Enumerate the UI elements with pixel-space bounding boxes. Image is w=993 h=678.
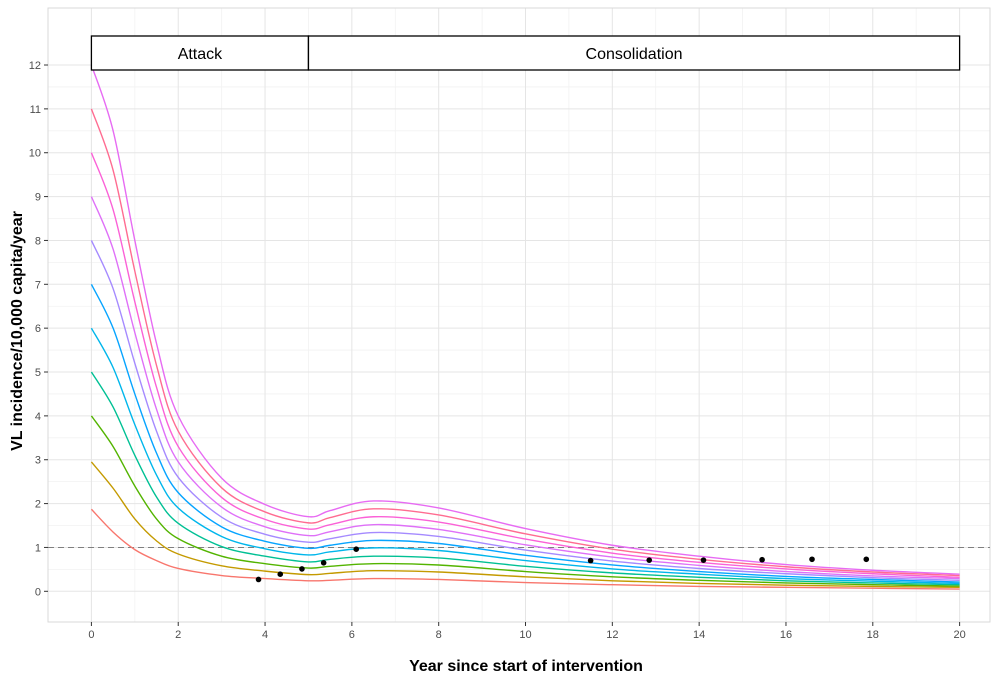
elimination-point-3	[299, 566, 305, 572]
y-tick-label: 8	[35, 235, 41, 247]
y-tick-label: 3	[35, 455, 41, 467]
y-tick-label: 5	[35, 367, 41, 379]
phase-box-attack	[90, 35, 310, 71]
y-tick-label: 0	[35, 586, 41, 598]
series-line-3	[90, 415, 960, 587]
x-tick-label: 2	[175, 629, 181, 641]
y-tick-label: 11	[30, 104, 41, 116]
phase-bar: Attack Consolidation	[90, 35, 961, 71]
x-tick-label: 0	[88, 629, 94, 641]
y-tick-label: 10	[29, 148, 41, 160]
x-tick-label: 10	[519, 629, 531, 641]
elimination-point-1	[255, 576, 262, 583]
series-line-7	[90, 240, 960, 582]
series-line-8	[90, 196, 960, 580]
series-line-1	[90, 508, 960, 590]
series-line-6	[90, 283, 960, 583]
y-axis-title: VL incidence/10,000 capita/year	[9, 211, 26, 451]
elimination-point-9	[759, 556, 765, 563]
x-tick-label: 8	[436, 629, 442, 641]
elimination-point-11	[863, 556, 870, 563]
series-line-2	[90, 461, 960, 589]
phase-box-consolidation	[307, 35, 961, 71]
y-tick-label: 4	[35, 411, 41, 423]
series-layer	[90, 64, 960, 590]
x-tick-label: 4	[262, 629, 268, 641]
x-axis-ticks: 0 2 4 6 8 10 12 14 16 18 20	[88, 622, 966, 641]
x-tick-label: 12	[606, 629, 618, 641]
phase-label-consolidation: Consolidation	[586, 46, 683, 63]
phase-label-attack: Attack	[178, 46, 223, 63]
y-tick-label: 2	[35, 499, 41, 511]
x-tick-label: 14	[693, 629, 705, 641]
series-line-4	[90, 371, 960, 586]
x-tick-label: 20	[953, 629, 965, 641]
y-tick-label: 7	[35, 279, 41, 291]
x-axis-title: Year since start of intervention	[409, 658, 643, 675]
y-tick-label: 1	[35, 542, 41, 554]
elimination-point-2	[277, 571, 284, 577]
elimination-point-4	[320, 559, 327, 566]
plot-panel-border	[47, 7, 991, 623]
x-tick-label: 18	[867, 629, 879, 641]
points-layer	[255, 546, 870, 583]
series-line-11	[90, 64, 960, 575]
y-tick-label: 6	[35, 323, 41, 335]
y-tick-label: 9	[35, 192, 41, 204]
elimination-point-8	[700, 557, 707, 563]
elimination-point-7	[646, 557, 653, 563]
x-tick-label: 6	[349, 629, 355, 641]
series-line-9	[90, 152, 960, 578]
elimination-point-6	[587, 557, 594, 564]
x-tick-label: 16	[780, 629, 792, 641]
y-tick-label: 12	[29, 60, 41, 72]
elimination-point-10	[809, 556, 815, 563]
series-line-10	[90, 108, 960, 577]
elimination-point-5	[353, 546, 360, 552]
